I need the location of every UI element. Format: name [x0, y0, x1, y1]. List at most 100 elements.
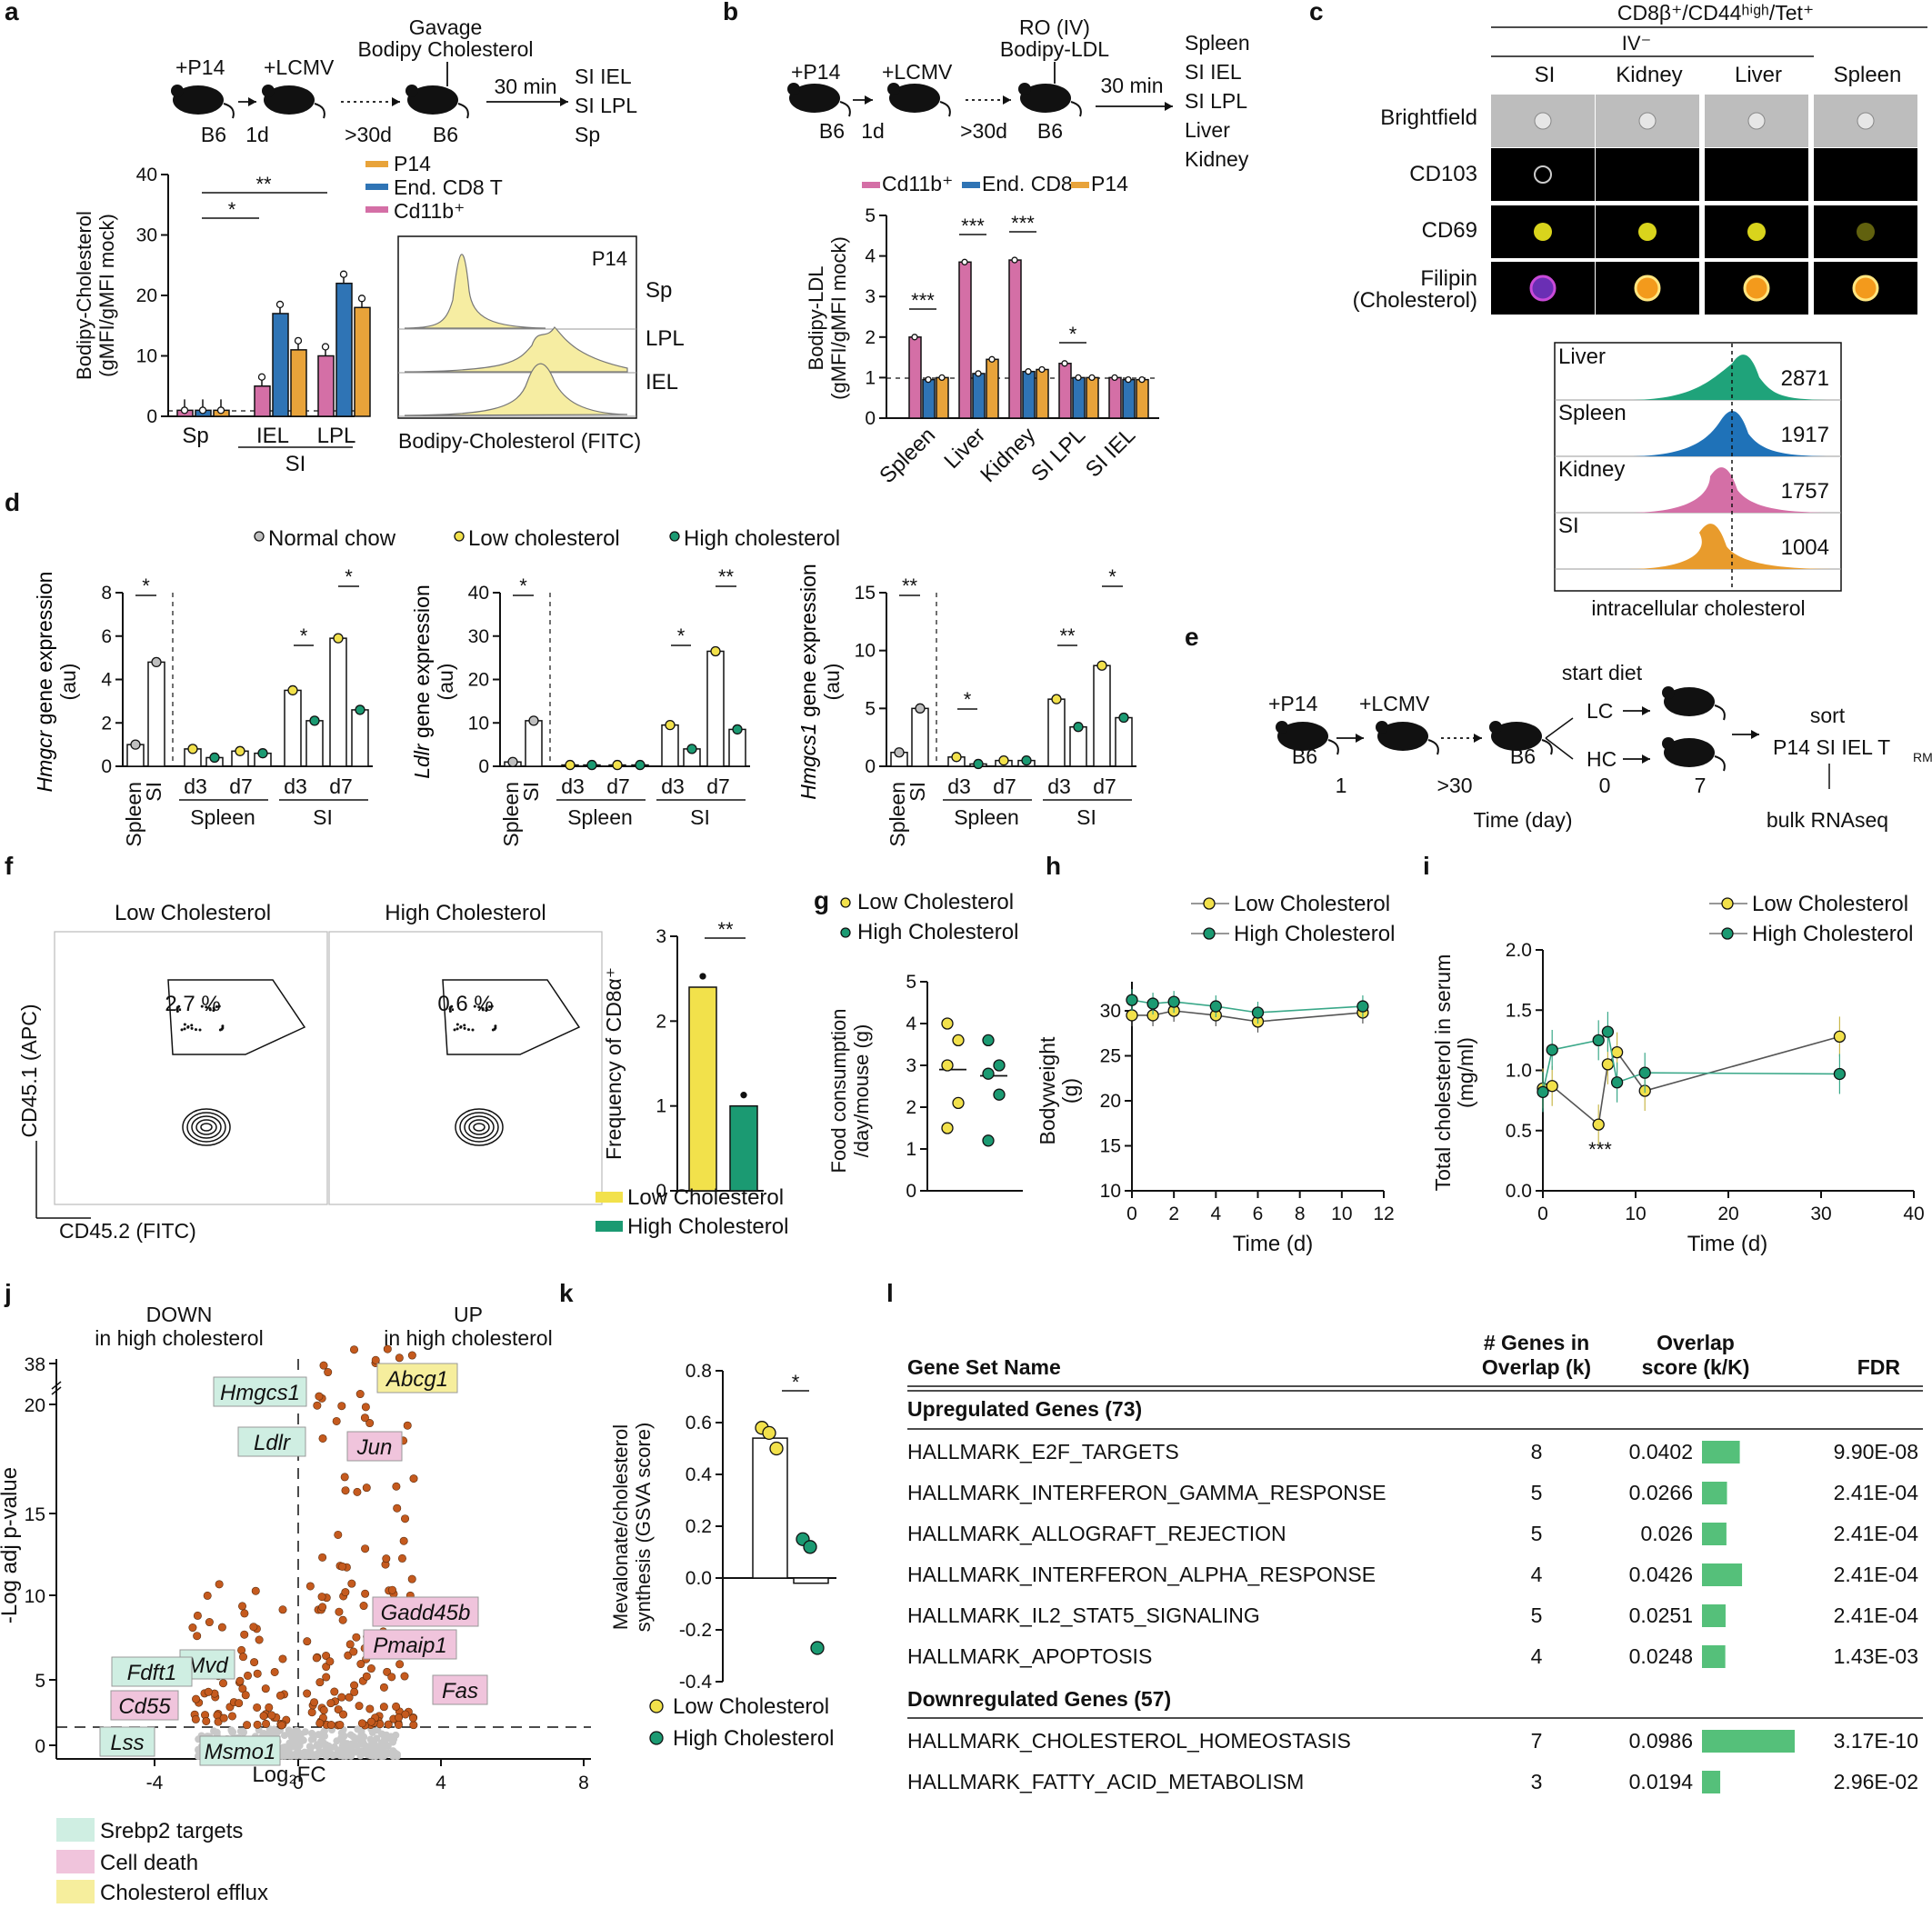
legend-label: Normal chow: [268, 526, 396, 551]
contour: [464, 1115, 495, 1139]
legend-label: End. CD8 T: [394, 175, 503, 199]
gate-percentage: 0.6 %: [437, 992, 493, 1016]
event-dot: [183, 1023, 186, 1026]
data-point: [952, 1034, 965, 1047]
data-point: [1209, 1000, 1222, 1013]
data-point: [1021, 754, 1032, 766]
gene-set-name: HALLMARK_FATTY_ACID_METABOLISM: [907, 1770, 1304, 1793]
sig-point: [313, 1401, 322, 1410]
x-tick-label: SI IEL: [1081, 423, 1140, 482]
bar: [986, 358, 999, 419]
data-point: [1601, 1058, 1615, 1071]
y-tick-label: 2: [656, 1011, 666, 1032]
y-tick-label: 0.8: [686, 1361, 712, 1382]
bar: [661, 724, 679, 767]
data-point: [309, 715, 320, 726]
gene-set-name: HALLMARK_CHOLESTEROL_HOMEOSTASIS: [907, 1729, 1351, 1753]
y-tick-label: 6: [101, 626, 112, 647]
mouse-tail: [1327, 739, 1339, 755]
mouse-tail: [1070, 101, 1082, 117]
sig-point: [303, 1637, 312, 1646]
sig-point: [318, 1553, 327, 1562]
panel-letter: d: [5, 488, 20, 516]
legend-label: Low Cholesterol: [857, 890, 1014, 914]
sig-point: [345, 1693, 354, 1702]
legend-marker: [1203, 897, 1216, 910]
significance: *: [345, 565, 353, 588]
data-point: [257, 748, 268, 759]
data-point: [911, 334, 918, 341]
data-point: [1025, 368, 1032, 375]
legend-swatch: [1071, 182, 1089, 188]
data-point: [938, 374, 946, 382]
time: 30 min: [494, 75, 556, 98]
significance: *: [964, 688, 972, 711]
injection-label: +P14: [791, 60, 841, 84]
sig-point: [387, 1673, 396, 1682]
x-tick-label: d7: [706, 774, 730, 798]
event-dot: [217, 1004, 221, 1008]
x-tick-label: 2: [1168, 1204, 1179, 1224]
data-point: [275, 300, 285, 309]
sig-point: [400, 1672, 409, 1681]
mouse-ear: [171, 85, 184, 97]
contour: [468, 1119, 490, 1135]
significance: **: [1059, 624, 1076, 647]
sig-point: [241, 1691, 250, 1700]
strain: B6: [1510, 744, 1536, 768]
tissue-label: SI LPL: [575, 94, 637, 117]
overlap-score: 0.0194: [1629, 1770, 1694, 1793]
bar: [525, 720, 543, 767]
legend-marker: [1721, 927, 1734, 940]
y-axis-label: (au): [434, 664, 457, 701]
row-label: Brightfield: [1380, 105, 1477, 130]
x-tick-label: d3: [661, 774, 685, 798]
x-tick-label: d3: [947, 774, 971, 798]
ns-point: [384, 1742, 392, 1750]
data-point: [925, 375, 932, 384]
sig-point: [395, 1713, 404, 1723]
data-point: [507, 756, 518, 767]
event-dot: [200, 1004, 204, 1008]
data-point: [1126, 1009, 1138, 1022]
arrowhead: [1003, 95, 1011, 105]
x-tick-label: 40: [1903, 1204, 1924, 1224]
hist-row-label: Liver: [1558, 345, 1606, 369]
legend-swatch: [56, 1880, 95, 1903]
y-tick-label: 0.0: [1506, 1181, 1532, 1202]
event-dot: [455, 1023, 459, 1026]
cell-image: [1747, 223, 1766, 241]
event-dot: [488, 1005, 492, 1009]
gene-label: Hmgcs1: [220, 1381, 300, 1405]
legend-label: High Cholesterol: [1234, 922, 1395, 946]
legend-marker: [454, 531, 465, 542]
sig-point: [215, 1580, 224, 1589]
y-tick-label: 30: [468, 626, 489, 647]
panel-letter: h: [1046, 852, 1061, 880]
y-tick-label: 20: [136, 285, 157, 306]
data-point: [333, 633, 344, 644]
y-axis-label: /day/mouse (g): [850, 1024, 873, 1158]
y-tick-label: 0.2: [686, 1516, 712, 1537]
x-tick-label: Spleen: [122, 782, 145, 847]
bar: [1069, 725, 1087, 767]
data-point: [665, 719, 676, 731]
header: # Genes in: [1484, 1331, 1589, 1354]
sig-point: [235, 1676, 245, 1685]
sig-point: [355, 1702, 364, 1711]
mouse-body: [1020, 84, 1071, 113]
hist-value: 1917: [1781, 423, 1829, 447]
overlap-k: 5: [1531, 1481, 1543, 1504]
ns-point: [285, 1730, 293, 1738]
x-tick-label: d7: [993, 774, 1016, 798]
sig-point: [267, 1711, 276, 1720]
legend-label: P14: [1091, 172, 1128, 195]
axis-break: [51, 1381, 62, 1390]
tissue-label: SI IEL: [575, 65, 632, 88]
y-tick-label: 40: [468, 583, 489, 604]
data-point: [1096, 660, 1107, 671]
cell-image: [1529, 275, 1557, 302]
overlap-k: 3: [1531, 1770, 1543, 1793]
mouse-body: [1664, 738, 1715, 767]
fdr-value: 9.90E-08: [1834, 1440, 1918, 1463]
